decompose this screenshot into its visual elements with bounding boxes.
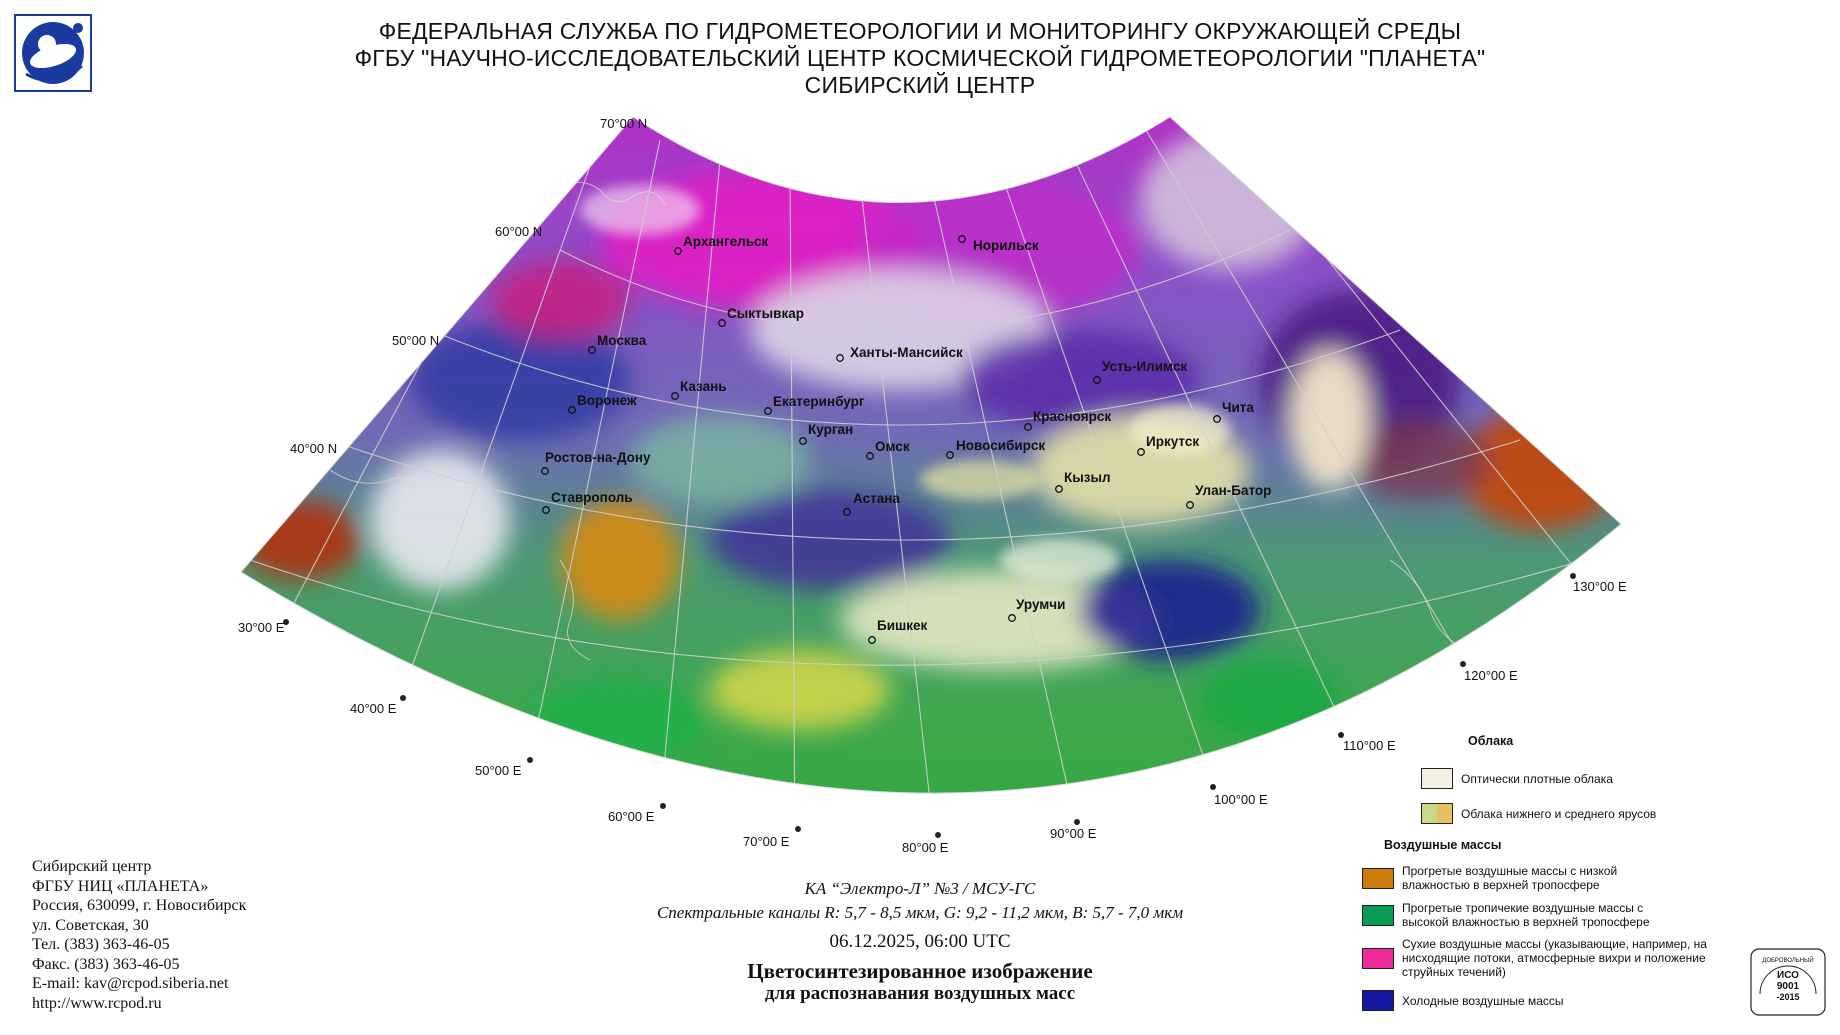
contact-line-3: Россия, 630099, г. Новосибирск (32, 897, 247, 914)
contact-fax: Факс. (383) 363-46-05 (32, 955, 180, 973)
iso-certification-badge: ДОБРОВОЛЬНЫЙ ИСО 9001 -2015 (1750, 948, 1826, 1016)
city-label-urumqi: Урумчи (1016, 597, 1065, 612)
legend-label-low-mid-clouds: Облака нижнего и среднего ярусов (1461, 806, 1657, 821)
city-label-moskva: Москва (597, 333, 647, 348)
legend-clouds-header: Облака (1468, 734, 1514, 748)
city-label-omsk: Омск (875, 439, 910, 454)
caption-datetime: 06.12.2025, 06:00 UTC (829, 931, 1011, 952)
city-label-ust-ilimsk: Усть-Илимск (1102, 359, 1187, 374)
legend-label-warm-dry: Прогретые воздушные массы с низкой влажн… (1402, 864, 1618, 892)
lat-label-70: 70°00 N (600, 116, 647, 131)
city-label-voronezh: Воронеж (577, 393, 637, 408)
iso-badge-9001: 9001 (1777, 981, 1800, 992)
legend-item-warm-tropical: Прогретые тропичекие воздушные массы с в… (1362, 901, 1692, 929)
legend-swatch-dense-clouds (1421, 768, 1453, 789)
city-label-kurgan: Курган (808, 422, 853, 437)
contact-line-4: ул. Советская, 30 (32, 916, 149, 934)
contact-email[interactable]: E-mail: kav@rcpod.siberia.net (32, 975, 229, 992)
city-label-ekaterinburg: Екатеринбург (773, 394, 865, 409)
city-label-syktyvkar: Сыктывкар (727, 306, 804, 321)
city-label-rostov: Ростов-на-Дону (545, 450, 651, 465)
lat-label-40: 40°00 N (290, 441, 337, 456)
caption-satellite: КА “Электро-Л” №3 / МСУ-ГС (804, 879, 1036, 898)
lon-label-100: 100°00 E (1214, 792, 1268, 807)
iso-badge-top-text: ДОБРОВОЛЬНЫЙ (1762, 956, 1813, 964)
contact-line-2: ФГБУ НИЦ «ПЛАНЕТА» (32, 877, 209, 895)
lon-label-130: 130°00 E (1573, 579, 1627, 594)
planeta-logo (14, 14, 92, 92)
iso-badge-2015: -2015 (1776, 992, 1799, 1002)
lon-label-70: 70°00 E (743, 834, 790, 849)
legend-item-low-mid-clouds: Облака нижнего и среднего ярусов (1421, 803, 1656, 824)
header-line-2: ФГБУ "НАУЧНО-ИССЛЕДОВАТЕЛЬСКИЙ ЦЕНТР КОС… (354, 45, 1486, 71)
iso-badge-iso: ИСО (1777, 970, 1799, 981)
legend-item-cold: Холодные воздушные массы (1362, 990, 1564, 1011)
city-label-irkutsk: Иркутск (1146, 434, 1199, 449)
legend-label-cold: Холодные воздушные массы (1402, 993, 1564, 1008)
legend-item-dry: Сухие воздушные массы (указывающие, напр… (1362, 937, 1742, 979)
lon-label-60: 60°00 E (608, 809, 655, 824)
city-label-stavropol: Ставрополь (551, 490, 633, 505)
contact-block: Сибирский центр ФГБУ НИЦ «ПЛАНЕТА» Росси… (32, 857, 246, 1013)
legend-swatch-warm-dry (1362, 867, 1394, 889)
header-line-1: ФЕДЕРАЛЬНАЯ СЛУЖБА ПО ГИДРОМЕТЕОРОЛОГИИ … (378, 18, 1462, 44)
city-label-khanty-mansiysk: Ханты-Мансийск (850, 345, 963, 360)
legend-item-dense-clouds: Оптически плотные облака (1421, 768, 1613, 789)
legend-swatch-cold (1362, 990, 1394, 1011)
lon-label-110: 110°00 E (1343, 738, 1396, 753)
city-label-bishkek: Бишкек (877, 618, 928, 633)
lat-label-50: 50°00 N (392, 333, 439, 348)
lon-label-30: 30°00 E (238, 620, 285, 635)
caption-title-1: Цветосинтезированное изображение (747, 959, 1093, 983)
city-label-astana: Астана (853, 491, 900, 506)
city-label-kyzyl: Кызыл (1064, 470, 1111, 485)
contact-phone: Тел. (383) 363-46-05 (32, 936, 170, 953)
header-line-3: СИБИРСКИЙ ЦЕНТР (804, 72, 1036, 98)
caption-title-2: для распознавания воздушных масс (764, 983, 1076, 1004)
caption-channels: Спектральные каналы R: 5,7 - 8,5 мкм, G:… (656, 903, 1184, 922)
page-header: ФЕДЕРАЛЬНАЯ СЛУЖБА ПО ГИДРОМЕТЕОРОЛОГИИ … (0, 18, 1840, 99)
legend-airmass-header: Воздушные массы (1384, 838, 1502, 852)
city-label-novosibirsk: Новосибирск (956, 438, 1045, 453)
legend-swatch-low-mid-clouds (1421, 803, 1453, 824)
city-label-krasnoyarsk: Красноярск (1033, 409, 1111, 424)
city-label-norilsk: Норильск (973, 238, 1039, 253)
legend-label-dense-clouds: Оптически плотные облака (1461, 771, 1613, 786)
lat-label-60: 60°00 N (495, 224, 542, 239)
city-label-chita: Чита (1222, 400, 1254, 415)
lon-label-90: 90°00 E (1050, 826, 1097, 841)
lon-label-80: 80°00 E (902, 840, 949, 855)
lon-label-120: 120°00 E (1464, 668, 1518, 683)
lon-label-40: 40°00 E (350, 701, 397, 716)
legend-label-dry: Сухие воздушные массы (указывающие, напр… (1402, 937, 1707, 979)
legend-swatch-warm-tropical (1362, 904, 1394, 926)
city-label-kazan: Казань (680, 379, 727, 394)
legend-item-warm-dry: Прогретые воздушные массы с низкой влажн… (1362, 864, 1692, 892)
city-label-arkhangelsk: Архангельск (683, 234, 769, 249)
legend-swatch-dry (1362, 947, 1394, 969)
contact-website[interactable]: http://www.rcpod.ru (32, 994, 162, 1012)
legend-label-warm-tropical: Прогретые тропичекие воздушные массы с в… (1402, 901, 1650, 929)
contact-line-1: Сибирский центр (32, 858, 152, 875)
city-label-ulan-bator: Улан-Батор (1195, 483, 1271, 498)
lon-label-50: 50°00 E (475, 763, 522, 778)
